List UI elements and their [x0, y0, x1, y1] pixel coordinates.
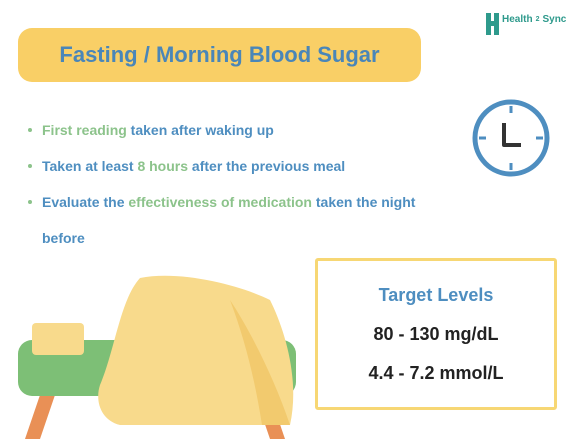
- brand-number: 2: [535, 16, 540, 23]
- bed: [18, 275, 296, 439]
- target-box: Target Levels 80 - 130 mg/dL 4.4 - 7.2 m…: [315, 258, 557, 410]
- logo-icon: [486, 13, 499, 35]
- brand-name: Health: [502, 14, 533, 25]
- bullet-segment: Evaluate the: [42, 194, 129, 210]
- title: Fasting / Morning Blood Sugar: [18, 28, 421, 82]
- target-level: 80 - 130 mg/dL: [373, 324, 499, 344]
- bullet-segment: First reading: [42, 122, 127, 138]
- bullet: Evaluate the effectiveness of medication…: [28, 184, 428, 256]
- bullet-segment: taken after waking up: [126, 122, 274, 138]
- bullet-segment: effectiveness of medication: [128, 194, 312, 210]
- target-level: 4.4 - 7.2 mmol/L: [368, 363, 504, 383]
- bullet-list: First reading taken after waking up Taken…: [28, 112, 428, 256]
- bullet: First reading taken after waking up: [28, 112, 428, 148]
- clock: [472, 99, 550, 177]
- bullet-segment: 8 hours: [137, 158, 189, 174]
- bullet-segment: after the previous meal: [188, 158, 346, 174]
- bullet-segment: Taken at least: [42, 158, 138, 174]
- bullet-segment: taken the night before: [42, 194, 420, 246]
- bullet: Taken at least 8 hours after the previou…: [28, 148, 428, 184]
- brand: Health 2 Sync: [502, 14, 566, 25]
- brand-suffix: Sync: [542, 14, 567, 25]
- target-heading: Target Levels: [378, 285, 494, 305]
